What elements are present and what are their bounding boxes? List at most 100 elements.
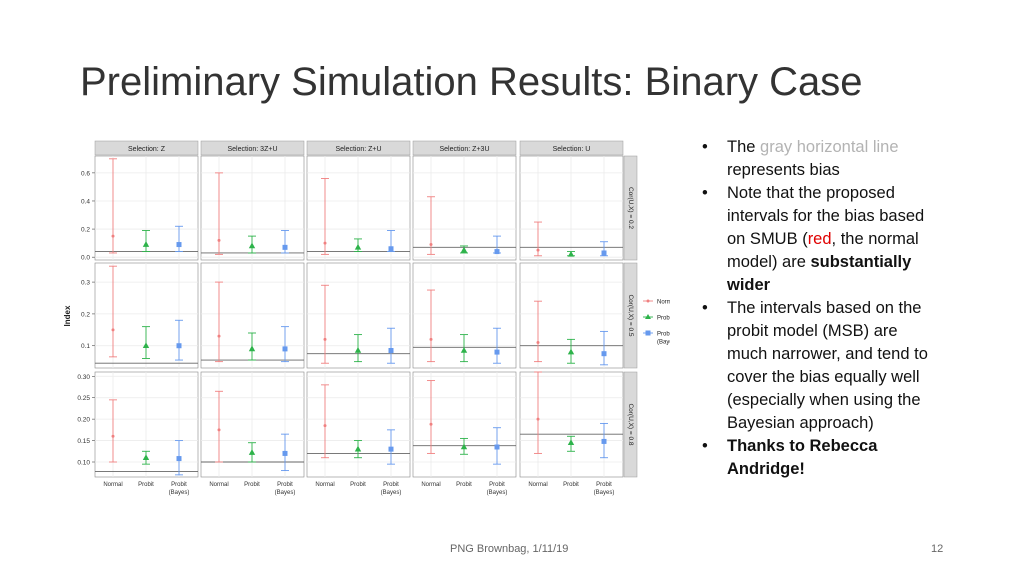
point-probit: [460, 347, 468, 353]
point-probit: [354, 243, 362, 250]
legend-key-bayes: [645, 330, 651, 336]
faceted-chart: Selection: Z Selection: 3Z+U Selection: Z+…: [63, 140, 670, 496]
y-tick-label: 0.6: [81, 170, 90, 177]
y-tick-label: 0.30: [77, 374, 90, 381]
point-probit: [248, 345, 256, 352]
point-probit: [460, 246, 468, 253]
point-normal: [536, 341, 540, 345]
point-bayes: [176, 242, 182, 248]
point-normal: [111, 434, 115, 438]
facet-strip: [623, 155, 638, 261]
point-normal: [536, 417, 540, 421]
point-normal: [429, 243, 433, 247]
point-normal: [323, 424, 327, 428]
point-probit: [248, 242, 256, 249]
x-tick-label: Probit: [244, 482, 260, 488]
point-probit: [248, 449, 256, 455]
point-probit: [354, 445, 362, 452]
y-tick-label: 0.20: [77, 417, 90, 424]
point-bayes: [388, 348, 394, 353]
y-axis-title: Index: [63, 305, 72, 326]
facet-panel: [306, 371, 411, 478]
point-bayes: [388, 446, 394, 452]
point-probit: [354, 347, 362, 353]
facet-panel: [200, 262, 305, 369]
point-normal: [429, 337, 433, 341]
x-tick-label: (Bayes): [594, 490, 615, 496]
y-tick-label: 0.1: [81, 343, 90, 350]
x-tick-label: Normal: [421, 482, 440, 488]
facet-label: Selection: Z+U: [335, 146, 381, 153]
facet-panel: [412, 155, 517, 261]
slide-title: Preliminary Simulation Results: Binary C…: [80, 60, 863, 104]
legend-key-normal: [646, 299, 650, 303]
point-bayes: [176, 456, 182, 462]
point-bayes: [388, 246, 394, 252]
bullet-text: Thanks to Rebecca Andridge!: [727, 437, 878, 478]
facet-panel: [519, 371, 624, 478]
facet-panel: [306, 155, 411, 261]
y-tick-label: 0.25: [77, 395, 90, 402]
bullet-text: red: [807, 230, 832, 248]
point-probit: [567, 348, 575, 355]
facet-panel: [94, 262, 199, 369]
facet-label: Cor(U,X) = 0.8: [627, 403, 634, 445]
point-bayes: [494, 249, 500, 255]
point-normal: [111, 234, 115, 238]
bullet-text: The: [727, 138, 761, 156]
y-tick-label: 0.10: [77, 460, 90, 467]
bullet-text: gray horizontal line: [760, 138, 899, 156]
facet-label: Selection: Z: [128, 146, 166, 153]
bullet-text: Note that the proposed intervals for the…: [727, 184, 925, 248]
x-tick-label: Probit: [138, 482, 154, 488]
page-number: 12: [931, 543, 944, 555]
bullet-item: Note that the proposed intervals for the…: [700, 182, 940, 297]
facet-panel: [200, 155, 305, 261]
facet-strip: [94, 140, 199, 156]
facet-panel: [412, 371, 517, 478]
bullet-text: , the normal model) are: [727, 230, 919, 271]
y-tick-label: 0.0: [81, 255, 90, 262]
point-normal: [217, 238, 221, 242]
y-tick-label: 0.2: [81, 311, 90, 318]
facet-label: Selection: Z+3U: [440, 146, 490, 153]
x-tick-label: Probit: [456, 482, 472, 488]
bullet-item: The intervals based on the probit model …: [700, 297, 940, 435]
point-bayes: [176, 343, 182, 349]
facet-strip: [200, 140, 305, 156]
bullet-text: The intervals based on the probit model …: [727, 299, 928, 432]
slide-footer: PNG Brownbag, 1/11/19: [450, 543, 569, 555]
x-tick-label: Probit: [350, 482, 366, 488]
point-bayes: [601, 438, 607, 444]
point-bayes: [601, 351, 607, 357]
point-bayes: [282, 346, 288, 352]
point-probit: [567, 439, 575, 446]
facet-label: Selection: 3Z+U: [228, 146, 278, 153]
x-tick-label: Normal: [315, 482, 334, 488]
x-tick-label: (Bayes): [487, 490, 508, 496]
point-normal: [536, 248, 540, 252]
bullet-text: represents bias: [727, 161, 840, 179]
legend-label: (Bayes): [657, 340, 670, 346]
bullet-notes: The gray horizontal line represents bias…: [700, 136, 940, 481]
facet-strip: [412, 140, 517, 156]
x-tick-label: Probit: [383, 482, 399, 488]
facet-strip: [623, 262, 638, 369]
legend-label: Normal: [657, 300, 670, 306]
point-normal: [323, 337, 327, 341]
facet-panel: [519, 155, 624, 261]
point-normal: [429, 422, 433, 426]
x-tick-label: Normal: [103, 482, 122, 488]
bullet-text: substantially wider: [727, 253, 912, 294]
point-probit: [567, 250, 575, 257]
y-tick-label: 0.15: [77, 438, 90, 445]
point-bayes: [494, 444, 500, 450]
legend-key-probit: [645, 314, 651, 319]
y-tick-label: 0.4: [81, 198, 90, 205]
x-tick-label: Probit: [489, 482, 505, 488]
x-tick-label: Probit: [171, 482, 187, 488]
point-bayes: [494, 349, 500, 355]
x-tick-label: (Bayes): [275, 490, 296, 496]
bullet-item: The gray horizontal line represents bias: [700, 136, 940, 182]
point-normal: [217, 334, 221, 338]
